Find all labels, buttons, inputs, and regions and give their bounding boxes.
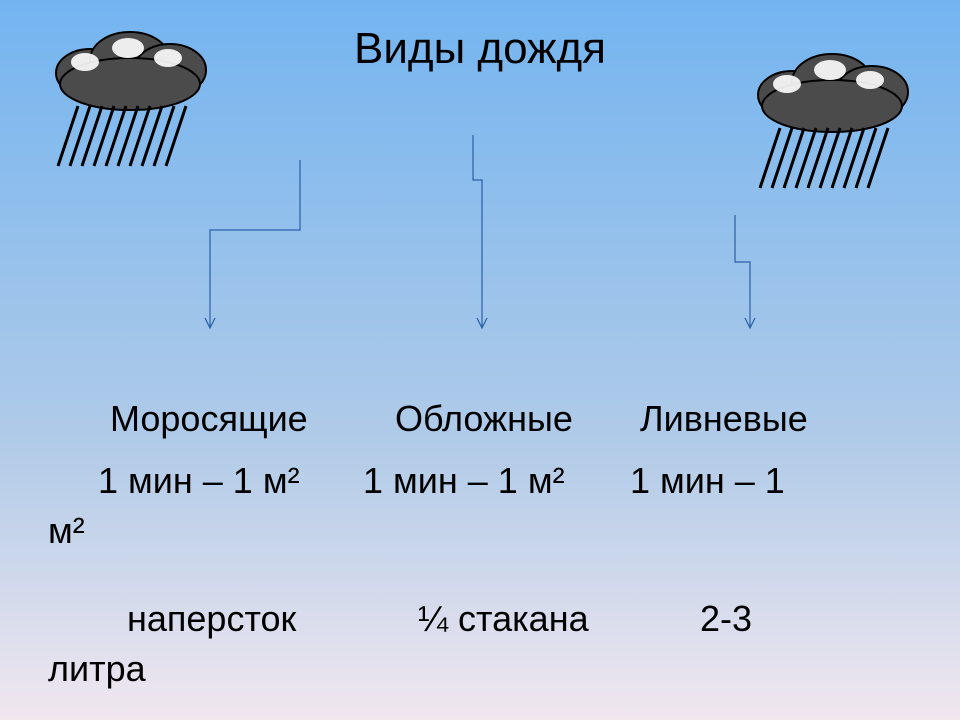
type-label-0: Моросящие [110, 398, 308, 440]
rate-cell-0: 1 мин – 1 м² [98, 460, 300, 502]
amount-cell-2: 2-3 [700, 598, 752, 640]
rate-cell-2: 1 мин – 1 [630, 460, 785, 502]
amount-cell-wrap-0: литра [48, 648, 146, 690]
rate-cell-1: 1 мин – 1 м² [363, 460, 565, 502]
type-label-2: Ливневые [640, 398, 808, 440]
arrow [735, 215, 755, 328]
rate-cell-wrap-0: м² [48, 510, 85, 552]
arrows-layer [0, 0, 960, 400]
amount-cell-1: ¼ стакана [418, 598, 589, 640]
arrow [473, 135, 487, 328]
arrow [205, 160, 300, 328]
amount-cell-0: наперсток [127, 598, 296, 640]
type-label-1: Обложные [395, 398, 573, 440]
